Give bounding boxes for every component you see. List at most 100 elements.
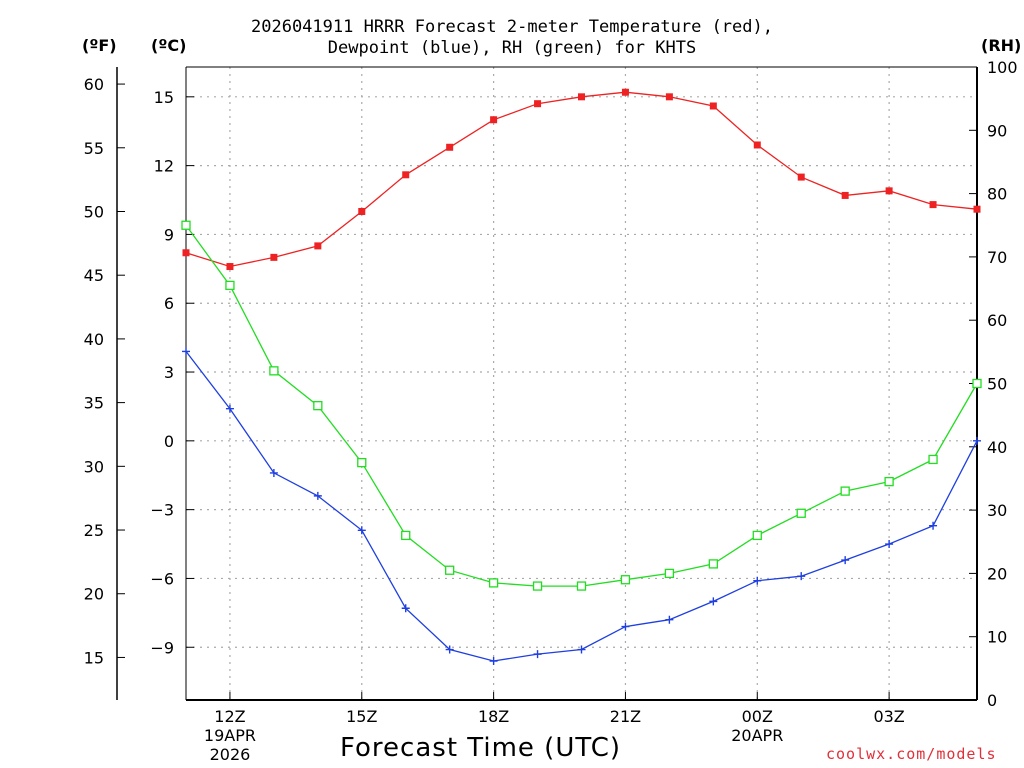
x-tick-label: 18Z [478,707,509,726]
2-meter-temperature-point [226,263,234,271]
rh-point [752,530,762,541]
x-tick-label: 12Z [214,707,245,726]
celsius-tick-label: 15 [154,88,174,107]
x-tick-date-label: 20APR [731,726,783,745]
2-meter-temperature-point [578,93,585,101]
rh-point [401,530,411,541]
rh-tick-label: 50 [987,375,1007,394]
rh-point [488,578,499,588]
rh-point [840,486,850,496]
x-tick-label: 15Z [346,707,377,726]
fahrenheit-tick-label: 15 [84,648,104,667]
dewpoint-point [357,526,366,535]
fahrenheit-tick-label: 20 [84,585,104,604]
rh-point [664,568,675,579]
dewpoint-point [709,597,718,606]
2-meter-temperature-point [841,191,849,199]
celsius-tick-label: 6 [164,294,174,313]
dewpoint-line [185,351,978,662]
grid-lines [186,67,977,700]
2-meter-temperature-point [929,201,937,209]
dewpoint-point [269,468,278,477]
rh-series [181,220,982,591]
rh-tick-label: 10 [987,628,1007,647]
dewpoint-point [489,657,498,666]
rh-tick-label: 70 [987,248,1007,267]
rh-tick-label: 40 [987,438,1007,457]
celsius-tick-label: 12 [154,157,174,176]
dewpoint-point [797,572,806,581]
rh-point [313,401,323,411]
2-meter-temperature-point [402,171,410,179]
rh-point [181,220,191,230]
rh-tick-label: 100 [987,58,1018,77]
rh-point [576,581,587,591]
rh-point [445,565,455,575]
fahrenheit-tick-label: 35 [84,394,104,413]
2-meter-temperature-point [270,253,278,261]
2-meter-temperature-point [490,116,498,124]
rh-tick-label: 90 [987,121,1007,140]
fahrenheit-tick-label: 25 [84,521,104,540]
dewpoint-point [401,604,410,613]
2-meter-temperature-point [709,102,717,110]
celsius-tick-label: 0 [164,432,174,451]
dewpoint-point [313,491,322,500]
celsius-unit-label: (ºC) [151,36,187,55]
2-meter-temperature-point [358,207,366,215]
rh-tick-label: 30 [987,501,1007,520]
x-tick-label: 00Z [742,707,773,726]
rh-point [708,559,718,569]
fahrenheit-tick-label: 60 [84,75,104,94]
dewpoint-point [533,650,542,659]
rh-point [620,575,631,585]
dewpoint-point [225,404,234,413]
rh-point [532,581,543,591]
dewpoint-point [577,645,586,654]
celsius-tick-label: 3 [164,363,174,382]
fahrenheit-tick-label: 50 [84,202,104,221]
dewpoint-point [841,556,850,565]
rh-point [796,508,806,518]
credit-link[interactable]: coolwx.com/models [826,745,997,763]
rh-point [928,454,938,465]
2-meter-temperature-point [621,88,629,96]
rh-point [269,366,279,376]
celsius-tick-label: −6 [150,569,174,588]
2-meter-temperature-point [665,93,673,101]
celsius-tick-label: −9 [150,638,174,657]
dewpoint-point [929,521,938,530]
dewpoint-series [182,347,981,666]
fahrenheit-tick-label: 30 [84,457,104,476]
x-tick-label: 03Z [873,707,904,726]
x-tick-date-label: 19APR [204,726,256,745]
dewpoint-point [885,540,894,549]
dewpoint-point [445,645,454,654]
fahrenheit-unit-label: (ºF) [82,36,117,55]
dewpoint-point [621,622,630,631]
celsius-tick-label: 9 [164,225,174,244]
2-meter-temperature-point [182,249,190,257]
2-meter-temperature-series [182,88,981,271]
rh-point [884,476,894,487]
fahrenheit-tick-label: 45 [84,266,104,285]
rh-point [972,378,982,389]
2-meter-temperature-point [446,143,454,151]
dewpoint-point [753,576,762,585]
celsius-tick-label: −3 [150,501,174,520]
dewpoint-point [665,615,674,624]
2-meter-temperature-point [534,100,542,108]
x-tick-year-label: 2026 [210,745,251,764]
rh-point [225,280,235,291]
rh-point [357,457,367,468]
fahrenheit-tick-label: 55 [84,139,104,158]
2-meter-temperature-point [885,187,893,195]
rh-tick-label: 20 [987,564,1007,583]
rh-unit-label: (RH) [981,36,1022,55]
2-meter-temperature-point [797,173,805,181]
dewpoint-point [182,347,190,356]
fahrenheit-tick-label: 40 [84,330,104,349]
2-meter-temperature-line [185,91,978,268]
2-meter-temperature-point [314,242,322,250]
chart-title-line2: Dewpoint (blue), RH (green) for KHTS [327,38,697,58]
